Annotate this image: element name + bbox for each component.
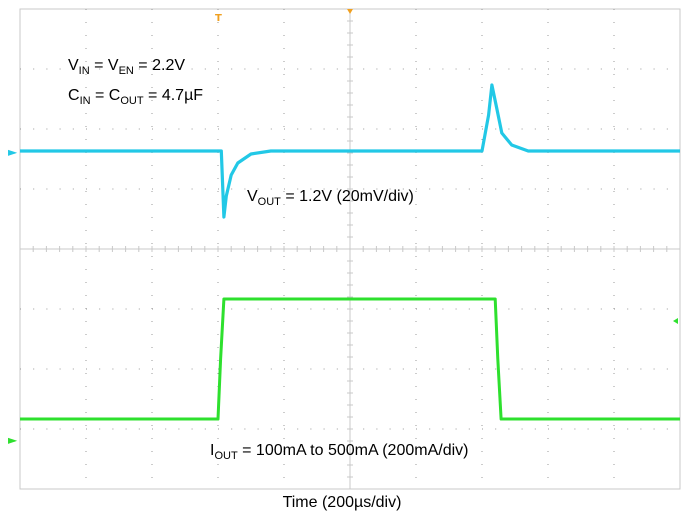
ch2-ground-marker: ► — [8, 433, 18, 447]
grid — [20, 9, 680, 489]
trace-ch2 — [20, 297, 680, 421]
iout-annotation: IOUT = 100mA to 500mA (200mA/div) — [210, 442, 468, 462]
ch1-ground-marker: ► — [8, 145, 18, 159]
vout-annotation: VOUT = 1.2V (20mV/div) — [247, 188, 414, 208]
channel-markers: ► ► T — [8, 9, 678, 447]
trace-ch1 — [20, 83, 680, 219]
trigger-level-marker — [673, 318, 678, 324]
traces — [20, 83, 680, 421]
center-marker — [347, 9, 353, 14]
trigger-marker: T — [215, 13, 222, 24]
cin-annotation: CIN = COUT = 4.7µF — [68, 87, 203, 107]
vin-annotation: VIN = VEN = 2.2V — [68, 57, 185, 77]
x-axis-label: Time (200µs/div) — [282, 494, 402, 511]
